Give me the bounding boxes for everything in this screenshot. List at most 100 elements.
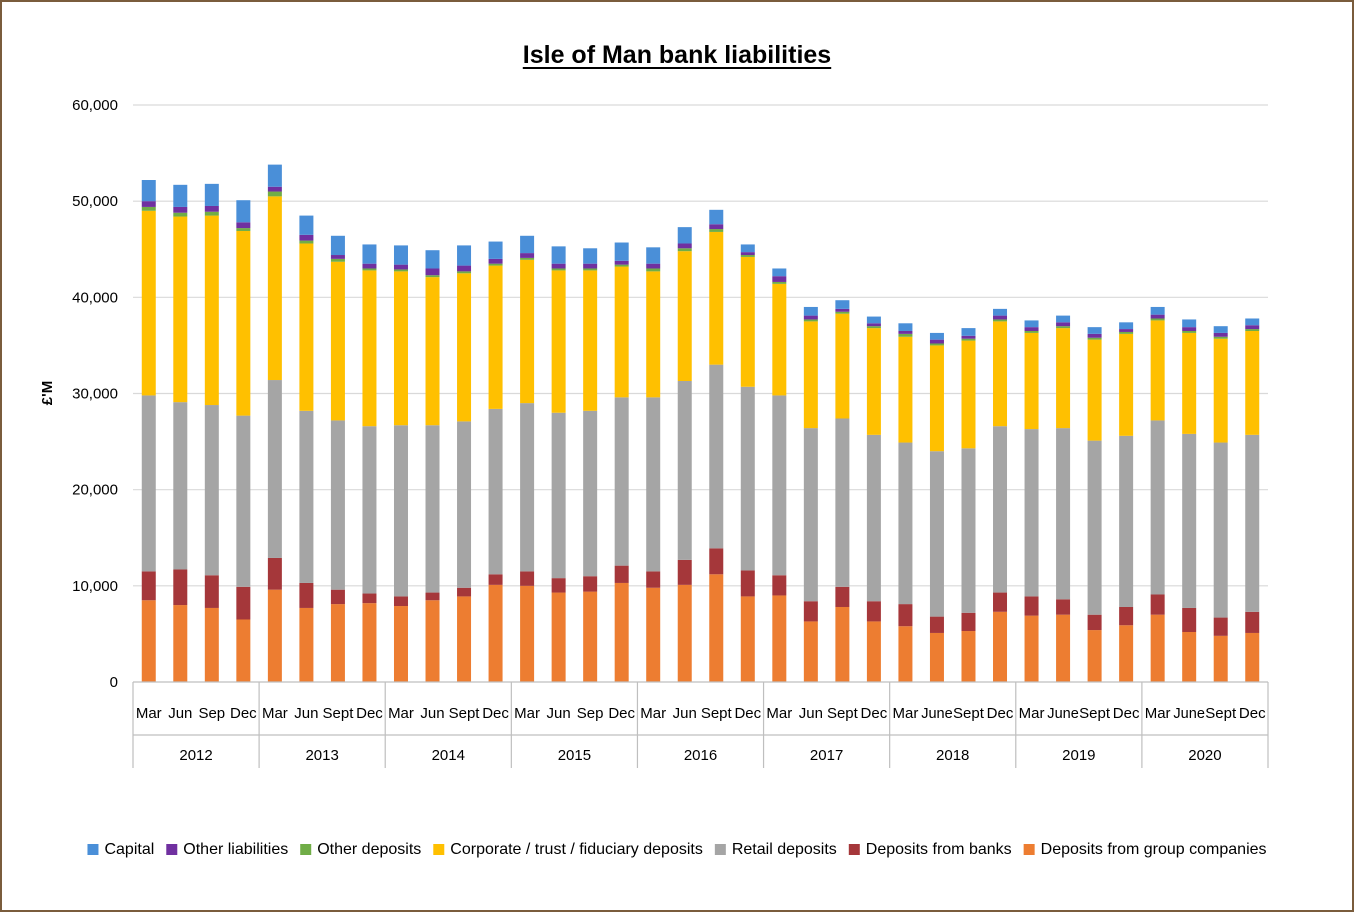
bar-segment	[267, 380, 282, 558]
bar-segment	[393, 269, 408, 272]
bar-segment	[362, 263, 377, 269]
x-tick-label: Dec	[356, 705, 383, 722]
bar-segment	[677, 243, 692, 249]
bar-segment	[1182, 607, 1197, 632]
bar-segment	[614, 260, 629, 265]
bar-segment	[772, 268, 787, 277]
bar-segment	[803, 315, 818, 320]
bar-segment	[457, 273, 472, 422]
bar-segment	[1119, 329, 1134, 332]
bar-segment	[583, 576, 598, 592]
bar-segment	[677, 251, 692, 381]
bar-segment	[425, 250, 440, 269]
bar-segment	[898, 626, 913, 682]
x-tick-label: Dec	[987, 705, 1014, 722]
bar-segment	[1213, 338, 1228, 443]
bar-segment	[173, 569, 188, 606]
x-tick-label: Sept	[449, 705, 481, 722]
bar-segment	[803, 319, 818, 322]
bar-segment	[362, 426, 377, 594]
bar-segment	[425, 592, 440, 601]
bar-segment	[1119, 322, 1134, 330]
bar-stack	[236, 200, 251, 682]
bar-segment	[425, 277, 440, 426]
bar-segment	[173, 184, 188, 207]
bar-stack	[866, 316, 881, 682]
x-tick-label: Mar	[514, 705, 540, 722]
bar-segment	[299, 240, 314, 244]
bar-segment	[425, 425, 440, 593]
bar-segment	[583, 248, 598, 264]
x-tick-label: Dec	[861, 705, 888, 722]
x-tick-label: Sept	[701, 705, 733, 722]
bar-segment	[961, 335, 976, 339]
bar-segment	[677, 248, 692, 252]
bar-segment	[488, 241, 503, 259]
bar-segment	[1150, 314, 1165, 319]
bar-segment	[835, 418, 850, 587]
bar-segment	[236, 415, 251, 587]
bar-segment	[299, 243, 314, 411]
x-tick-label: Dec	[1239, 705, 1266, 722]
bar-segment	[614, 266, 629, 398]
bar-stack	[362, 244, 377, 682]
bar-segment	[551, 270, 566, 413]
bar-segment	[204, 575, 219, 608]
bar-segment	[173, 212, 188, 217]
x-tick-label: Sept	[827, 705, 859, 722]
bar-segment	[236, 619, 251, 682]
bar-segment	[488, 584, 503, 682]
bar-segment	[457, 587, 472, 597]
bar-segment	[141, 600, 156, 682]
bar-segment	[236, 586, 251, 620]
bar-segment	[1024, 327, 1039, 331]
bars	[141, 164, 1260, 682]
bar-segment	[993, 315, 1008, 320]
bar-segment	[1024, 596, 1039, 616]
bar-stack	[1087, 327, 1102, 682]
bar-segment	[677, 227, 692, 244]
bar-segment	[1119, 435, 1134, 607]
bar-segment	[141, 206, 156, 211]
x-tick-label: Jun	[799, 705, 823, 722]
bar-segment	[1213, 635, 1228, 682]
legend-label: Other liabilities	[183, 841, 288, 858]
bar-segment	[961, 631, 976, 682]
year-label: 2012	[179, 747, 212, 764]
bar-segment	[1213, 326, 1228, 333]
bar-segment	[803, 321, 818, 429]
x-tick-label: June	[1173, 705, 1205, 722]
bar-segment	[1245, 325, 1260, 330]
bar-stack	[583, 248, 598, 682]
bar-segment	[488, 265, 503, 409]
bar-segment	[1213, 336, 1228, 339]
bar-segment	[993, 319, 1008, 322]
bar-segment	[299, 234, 314, 241]
bar-segment	[772, 575, 787, 596]
bar-segment	[709, 209, 724, 225]
legend-label: Retail deposits	[732, 841, 837, 858]
bar-segment	[1056, 315, 1071, 323]
x-tick-label: Jun	[294, 705, 318, 722]
year-label: 2019	[1062, 747, 1095, 764]
x-tick-label: Mar	[893, 705, 919, 722]
bar-segment	[457, 596, 472, 682]
bar-segment	[646, 268, 661, 272]
bar-segment	[866, 621, 881, 682]
x-tick-label: Mar	[136, 705, 162, 722]
bar-segment	[993, 308, 1008, 316]
bar-stack	[772, 268, 787, 682]
x-tick-label: Mar	[1145, 705, 1171, 722]
x-tick-label: Mar	[1019, 705, 1045, 722]
x-tick-label: Mar	[262, 705, 288, 722]
bar-segment	[267, 191, 282, 197]
bar-segment	[267, 557, 282, 590]
bar-segment	[993, 592, 1008, 612]
bar-segment	[1150, 614, 1165, 682]
bar-segment	[961, 612, 976, 632]
bar-segment	[1024, 320, 1039, 328]
bar-segment	[1150, 320, 1165, 421]
bar-stack	[1245, 318, 1260, 682]
legend-item: Retail deposits	[714, 841, 837, 858]
bar-segment	[835, 300, 850, 309]
